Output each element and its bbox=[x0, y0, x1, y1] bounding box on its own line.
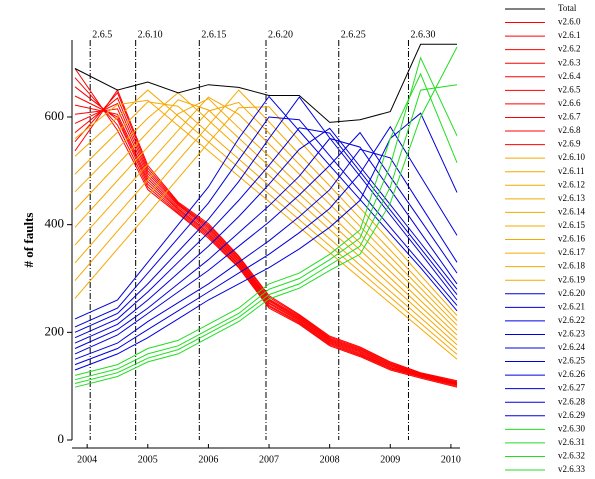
legend-label: v2.6.27 bbox=[558, 383, 586, 393]
legend-label: v2.6.15 bbox=[558, 220, 586, 230]
series-line bbox=[74, 95, 458, 385]
legend-label: v2.6.30 bbox=[558, 423, 586, 433]
legend-label: v2.6.24 bbox=[558, 342, 586, 352]
series-line bbox=[74, 108, 458, 384]
series-line bbox=[74, 43, 457, 123]
legend-label: v2.6.11 bbox=[558, 166, 585, 176]
series-line bbox=[74, 84, 458, 384]
legend-label: v2.6.25 bbox=[558, 356, 586, 366]
legend-label: v2.6.23 bbox=[558, 329, 586, 339]
legend-label: v2.6.19 bbox=[558, 274, 586, 284]
legend-label: v2.6.10 bbox=[558, 152, 586, 162]
series-line bbox=[74, 56, 458, 381]
series-line bbox=[74, 89, 458, 382]
series-line bbox=[74, 95, 458, 320]
legend-label: Total bbox=[558, 3, 577, 13]
y-tick-label: 600 bbox=[45, 108, 65, 123]
legend-label: v2.6.31 bbox=[558, 437, 585, 447]
legend-label: v2.6.1 bbox=[558, 30, 581, 40]
legend-label: v2.6.4 bbox=[558, 71, 581, 81]
series-line bbox=[74, 72, 458, 376]
series-line bbox=[74, 101, 458, 350]
series-line bbox=[74, 92, 458, 346]
series-line bbox=[74, 91, 458, 383]
legend-label: v2.6.32 bbox=[558, 451, 585, 461]
legend-label: v2.6.20 bbox=[558, 288, 586, 298]
series-line bbox=[74, 106, 458, 316]
legend-label: v2.6.5 bbox=[558, 84, 581, 94]
y-tick-label: 200 bbox=[45, 323, 65, 338]
series-line bbox=[74, 46, 458, 388]
series-line bbox=[74, 77, 458, 387]
x-tick-label: 2010 bbox=[441, 454, 461, 465]
legend-label: v2.6.0 bbox=[558, 17, 581, 27]
legend-label: v2.6.6 bbox=[558, 98, 581, 108]
series-line bbox=[74, 131, 458, 355]
series-line bbox=[74, 148, 458, 360]
legend-label: v2.6.33 bbox=[558, 464, 586, 474]
release-label: 2.6.20 bbox=[268, 29, 293, 40]
legend-label: v2.6.18 bbox=[558, 261, 586, 271]
series-line bbox=[74, 116, 458, 328]
x-tick-label: 2006 bbox=[198, 454, 218, 465]
series-line bbox=[74, 89, 458, 355]
legend-label: v2.6.7 bbox=[558, 112, 581, 122]
release-label: 2.6.10 bbox=[138, 29, 163, 40]
release-label: 2.6.25 bbox=[341, 29, 366, 40]
legend-label: v2.6.26 bbox=[558, 369, 586, 379]
legend-label: v2.6.29 bbox=[558, 410, 586, 420]
release-label: 2.6.15 bbox=[201, 29, 226, 40]
legend-label: v2.6.8 bbox=[558, 125, 581, 135]
y-axis-label: # of faults bbox=[21, 213, 36, 268]
legend-label: v2.6.9 bbox=[558, 139, 581, 149]
x-tick-label: 2007 bbox=[259, 454, 279, 465]
series-line bbox=[74, 127, 458, 344]
y-tick-label: 0 bbox=[58, 431, 65, 446]
legend-label: v2.6.3 bbox=[558, 57, 581, 67]
series-line bbox=[74, 101, 458, 326]
legend-label: v2.6.13 bbox=[558, 193, 586, 203]
series-line bbox=[74, 89, 458, 321]
series-line bbox=[74, 125, 458, 366]
x-tick-label: 2004 bbox=[77, 454, 97, 465]
legend-label: v2.6.22 bbox=[558, 315, 585, 325]
legend-label: v2.6.12 bbox=[558, 179, 585, 189]
series-line bbox=[74, 137, 458, 349]
series-line bbox=[74, 96, 458, 333]
release-label: 2.6.30 bbox=[410, 29, 435, 40]
legend-label: v2.6.28 bbox=[558, 396, 586, 406]
series-line bbox=[74, 127, 458, 339]
y-tick-label: 400 bbox=[45, 216, 65, 231]
x-tick-label: 2008 bbox=[320, 454, 340, 465]
legend-label: v2.6.14 bbox=[558, 206, 586, 216]
series-line bbox=[74, 98, 458, 336]
x-tick-label: 2005 bbox=[138, 454, 158, 465]
series-line bbox=[74, 99, 458, 360]
series-line bbox=[74, 86, 458, 386]
legend-label: v2.6.16 bbox=[558, 234, 586, 244]
release-label: 2.6.5 bbox=[92, 29, 112, 40]
legend-label: v2.6.17 bbox=[558, 247, 586, 257]
legend-label: v2.6.21 bbox=[558, 301, 585, 311]
series-line bbox=[74, 96, 458, 331]
x-tick-label: 2009 bbox=[380, 454, 400, 465]
series-line bbox=[74, 68, 458, 388]
legend-label: v2.6.2 bbox=[558, 44, 581, 54]
